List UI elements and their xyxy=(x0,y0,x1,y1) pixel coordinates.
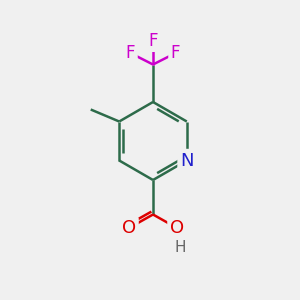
Text: H: H xyxy=(174,240,186,255)
Text: O: O xyxy=(122,219,136,237)
Text: O: O xyxy=(170,219,184,237)
Text: F: F xyxy=(148,32,158,50)
Text: F: F xyxy=(171,44,180,62)
Text: F: F xyxy=(126,44,135,62)
Text: N: N xyxy=(180,152,194,169)
